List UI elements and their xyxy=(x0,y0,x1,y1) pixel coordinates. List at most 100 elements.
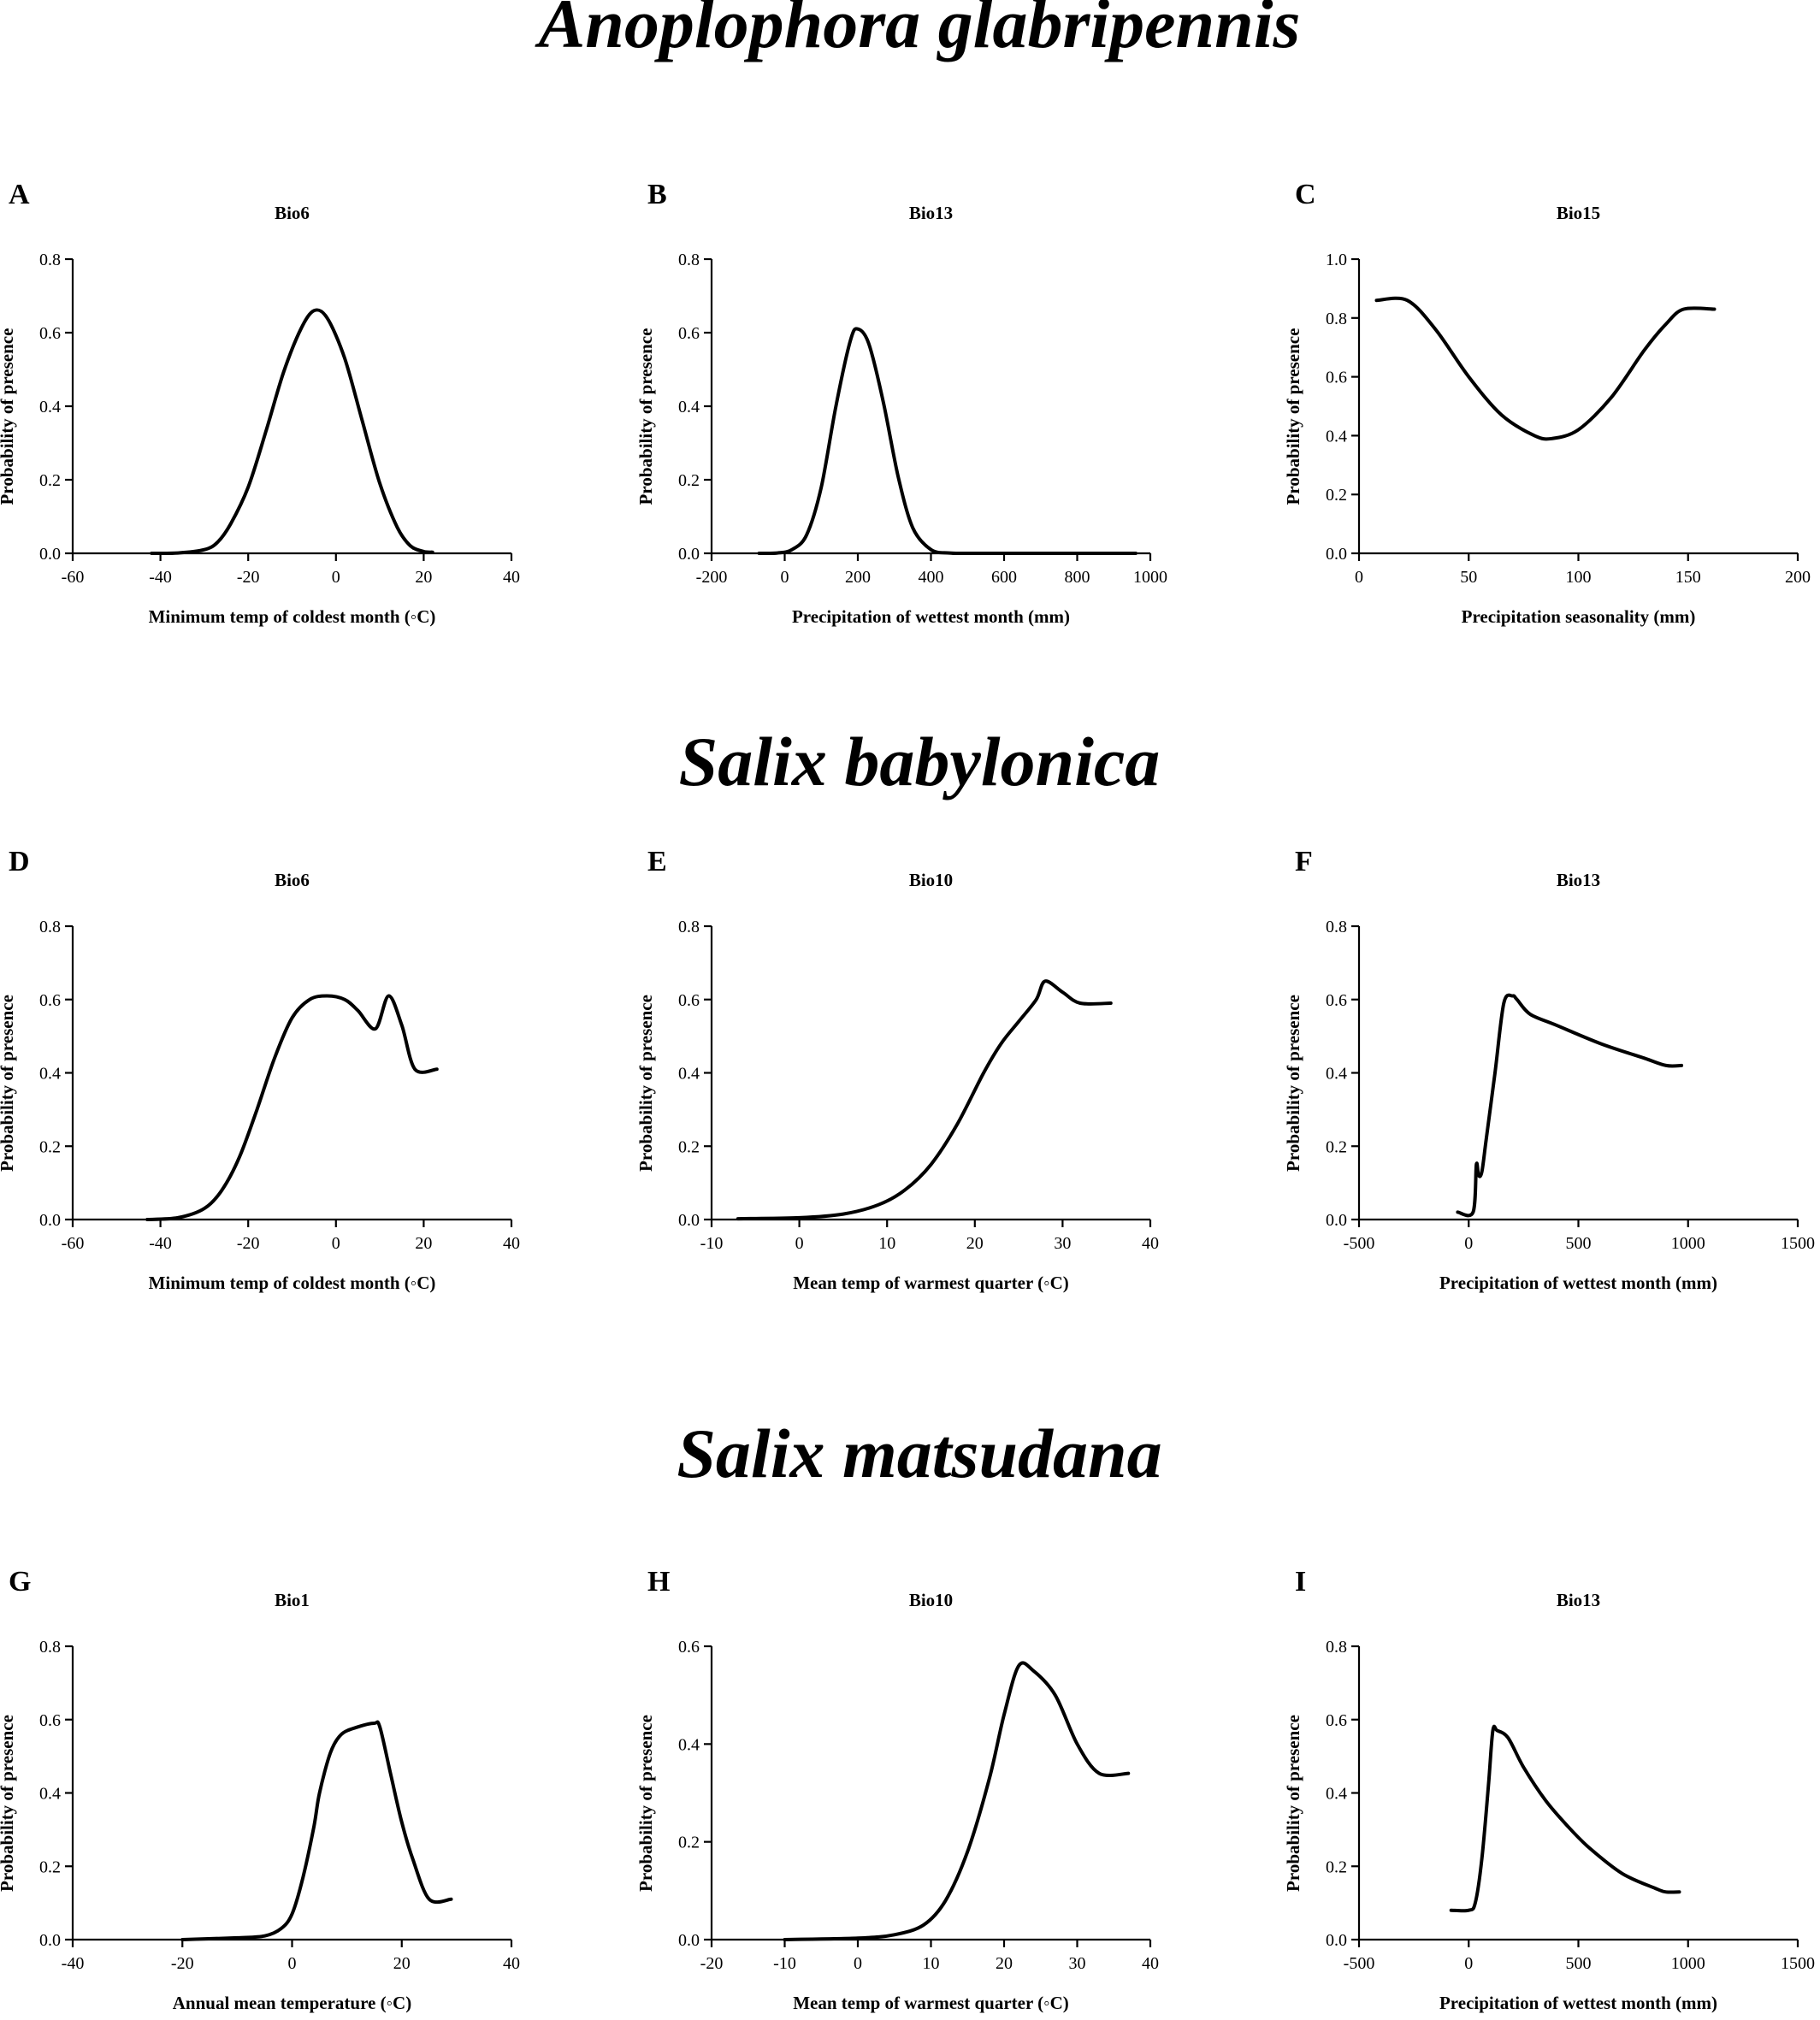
panel-title: Bio10 xyxy=(909,870,953,890)
x-tick-label: -60 xyxy=(62,568,85,587)
chart-panel-a: A Bio6 -60 -40 -20 0 20 40 0.0 0.2 0.4 0.6 0.8 Minimu… xyxy=(0,179,520,627)
y-tick-label: 0.2 xyxy=(678,471,700,490)
species-title-anoplophora: Anoplophora glabripennis xyxy=(535,0,1301,62)
x-tick-label: 50 xyxy=(1460,568,1477,587)
panel-letter: E xyxy=(647,846,667,877)
x-tick-label: -40 xyxy=(62,1954,85,1973)
y-tick-label: 0.2 xyxy=(39,471,61,490)
x-axis-label: Minimum temp of coldest month (◦C) xyxy=(149,606,436,627)
response-curve xyxy=(1456,993,1684,1218)
x-axis-label: Precipitation seasonality (mm) xyxy=(1462,606,1696,627)
chart-panel-e: E Bio10 -10 0 10 20 30 40 0.0 0.2 0.4 0.6 0.8 Mean te… xyxy=(635,846,1159,1293)
panel-title: Bio13 xyxy=(1557,1590,1600,1610)
y-tick-label: 0.0 xyxy=(1326,1931,1347,1950)
x-tick-label: -40 xyxy=(149,568,172,587)
panel-letter: D xyxy=(9,846,30,877)
y-tick-label: 0.4 xyxy=(1326,427,1347,446)
x-axis-label: Precipitation of wettest month (mm) xyxy=(1439,1273,1717,1293)
x-tick-label: -500 xyxy=(1344,1234,1375,1253)
y-tick-label: 0.4 xyxy=(39,398,61,416)
x-tick-label: 10 xyxy=(878,1234,895,1253)
y-tick-label: 0.0 xyxy=(1326,545,1347,564)
x-axis-label: Mean temp of warmest quarter (◦C) xyxy=(793,1273,1069,1293)
x-tick-label: 0 xyxy=(288,1954,297,1973)
y-tick-label: 0.8 xyxy=(1326,310,1347,328)
response-curve xyxy=(757,327,1138,556)
y-tick-label: 0.6 xyxy=(678,991,700,1010)
response-curve xyxy=(180,1720,453,1941)
panel-letter: F xyxy=(1295,846,1313,877)
y-tick-label: 0.6 xyxy=(1326,1711,1347,1730)
panel-letter: H xyxy=(647,1566,670,1598)
panel-title: Bio15 xyxy=(1557,203,1600,223)
y-tick-label: 0.8 xyxy=(1326,1638,1347,1657)
y-tick-label: 0.4 xyxy=(678,1065,700,1084)
x-tick-label: 500 xyxy=(1566,1234,1592,1253)
x-tick-label: 40 xyxy=(1142,1234,1159,1253)
panel-title: Bio10 xyxy=(909,1590,953,1610)
panel-letter: C xyxy=(1295,179,1316,210)
x-tick-label: 20 xyxy=(415,568,432,587)
y-tick-label: 0.0 xyxy=(39,1931,61,1950)
x-tick-label: 1000 xyxy=(1133,568,1167,587)
x-tick-label: -20 xyxy=(237,1234,260,1253)
x-tick-label: 200 xyxy=(845,568,871,587)
chart-panel-d: D Bio6 -60 -40 -20 0 20 40 0.0 0.2 0.4 0.6 0.8 Minimu… xyxy=(0,846,520,1293)
panel-title: Bio6 xyxy=(275,870,310,890)
species-title-salix-babylonica: Salix babylonica xyxy=(679,723,1161,800)
y-axis-label: Probability of presence xyxy=(1283,328,1303,505)
x-tick-label: 0 xyxy=(795,1234,804,1253)
x-tick-label: 0 xyxy=(781,568,789,587)
x-axis-label: Annual mean temperature (◦C) xyxy=(173,1993,411,2013)
y-tick-label: 0.8 xyxy=(678,251,700,269)
x-tick-label: 1000 xyxy=(1671,1234,1705,1253)
y-tick-label: 0.6 xyxy=(1326,369,1347,387)
response-curve xyxy=(736,979,1113,1221)
x-tick-label: 30 xyxy=(1069,1954,1086,1973)
chart-panel-b: B Bio13 -200 0 200 400 600 800 1000 0.0 0.2 0.4 0.6 0… xyxy=(635,179,1167,627)
y-tick-label: 0.6 xyxy=(39,1711,61,1730)
x-tick-label: 20 xyxy=(996,1954,1013,1973)
x-tick-label: 40 xyxy=(503,1234,520,1253)
chart-panel-g: G Bio1 -40 -20 0 20 40 0.0 0.2 0.4 0.6 0.8 Annual me… xyxy=(0,1566,520,2013)
x-tick-label: 600 xyxy=(991,568,1017,587)
x-tick-label: 1500 xyxy=(1781,1954,1815,1973)
y-tick-label: 0.6 xyxy=(39,324,61,343)
x-tick-label: 1000 xyxy=(1671,1954,1705,1973)
x-tick-label: -200 xyxy=(696,568,728,587)
x-tick-label: 20 xyxy=(415,1234,432,1253)
x-tick-label: 30 xyxy=(1054,1234,1071,1253)
species-title-salix-matsudana: Salix matsudana xyxy=(677,1415,1161,1492)
x-tick-label: 200 xyxy=(1785,568,1811,587)
y-tick-label: 0.8 xyxy=(39,251,61,269)
x-tick-label: -500 xyxy=(1344,1954,1375,1973)
x-tick-label: 20 xyxy=(966,1234,984,1253)
y-tick-label: 0.6 xyxy=(678,1638,700,1657)
y-axis-label: Probability of presence xyxy=(0,995,17,1172)
y-tick-label: 0.2 xyxy=(1326,486,1347,505)
response-curve xyxy=(1449,1724,1681,1913)
y-tick-label: 0.4 xyxy=(1326,1785,1347,1804)
y-tick-label: 1.0 xyxy=(1326,251,1347,269)
x-tick-label: 40 xyxy=(503,1954,520,1973)
response-curve xyxy=(150,308,434,556)
y-tick-label: 0.4 xyxy=(39,1785,61,1804)
y-tick-label: 0.2 xyxy=(678,1137,700,1156)
chart-panel-c: C Bio15 0 50 100 150 200 0.0 0.2 0.4 0.6 0.8 1.0 Prec… xyxy=(1283,179,1811,627)
x-tick-label: 500 xyxy=(1566,1954,1592,1973)
x-tick-label: 0 xyxy=(332,1234,340,1253)
y-axis-label: Probability of presence xyxy=(0,1715,17,1892)
y-tick-label: 0.6 xyxy=(39,991,61,1010)
x-tick-label: 150 xyxy=(1675,568,1701,587)
y-tick-label: 0.4 xyxy=(39,1065,61,1084)
x-tick-label: 800 xyxy=(1065,568,1090,587)
response-curve xyxy=(783,1661,1131,1941)
x-tick-label: -40 xyxy=(149,1234,172,1253)
y-tick-label: 0.4 xyxy=(678,1735,700,1754)
x-tick-label: 100 xyxy=(1566,568,1592,587)
response-curve xyxy=(1374,296,1717,441)
panel-title: Bio13 xyxy=(909,203,953,223)
panel-letter: A xyxy=(9,179,30,210)
panel-title: Bio6 xyxy=(275,203,310,223)
x-tick-label: 20 xyxy=(393,1954,411,1973)
